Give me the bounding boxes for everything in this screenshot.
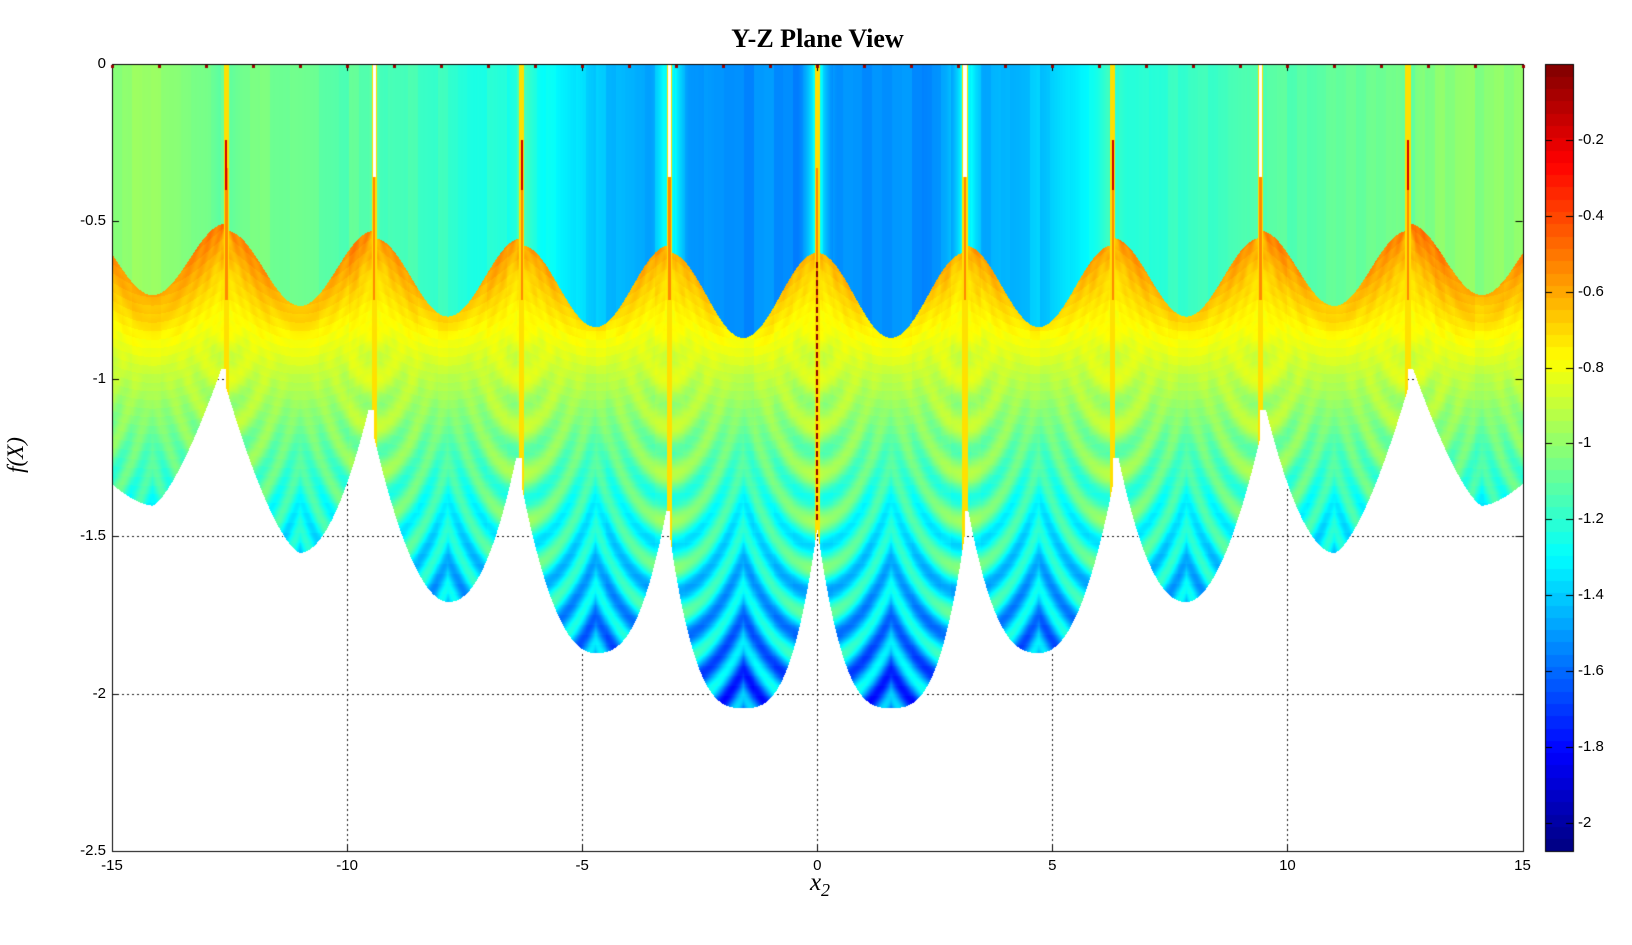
x-tick-label: 5 bbox=[1048, 857, 1057, 874]
colorbar-tick-label: -1.6 bbox=[1578, 662, 1604, 680]
colorbar-tick-label: -1.2 bbox=[1578, 510, 1604, 528]
colorbar-tick-label: -0.4 bbox=[1578, 206, 1604, 224]
colorbar-tick-label: -1.8 bbox=[1578, 738, 1604, 756]
x-axis-label-subscript: 2 bbox=[821, 880, 831, 900]
y-tick-label: -2.5 bbox=[80, 842, 106, 859]
y-tick-label: -2 bbox=[92, 684, 106, 702]
x-axis-label-base: x bbox=[809, 869, 822, 896]
x-tick-label: 0 bbox=[813, 857, 822, 874]
y-axis-label: f(X) bbox=[3, 437, 28, 473]
x-tick-label: 10 bbox=[1279, 857, 1296, 874]
colorbar-tick-label: -1 bbox=[1578, 434, 1592, 452]
y-tick-label: -0.5 bbox=[80, 212, 106, 230]
x-tick-label: -15 bbox=[101, 857, 123, 874]
colorbar-tick-label: -0.2 bbox=[1578, 130, 1604, 148]
colorbar-tick-label: -2 bbox=[1578, 813, 1592, 831]
plot-title: Y-Z Plane View bbox=[731, 24, 904, 53]
colorbar-tick-label: -1.4 bbox=[1578, 586, 1604, 604]
x-tick-label: -5 bbox=[575, 857, 589, 874]
y-tick-label: -1.5 bbox=[80, 527, 106, 545]
x-tick-label: 15 bbox=[1514, 857, 1531, 874]
colorbar-tick-label: -0.8 bbox=[1578, 358, 1604, 376]
y-tick-label: 0 bbox=[97, 55, 106, 72]
x-axis-label: x2 bbox=[770, 869, 870, 901]
colorbar-tick-label: -0.6 bbox=[1578, 282, 1604, 300]
x-tick-label: -10 bbox=[336, 857, 358, 874]
y-tick-label: -1 bbox=[92, 369, 106, 387]
